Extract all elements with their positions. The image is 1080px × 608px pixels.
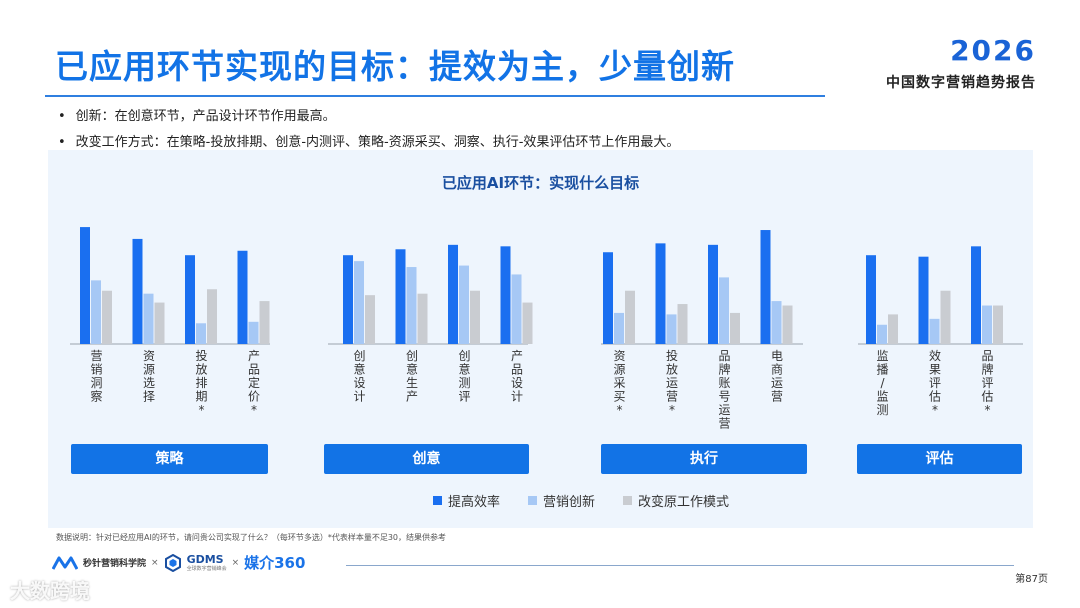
- report-brand: 2026 中国数字营销趋势报告: [886, 36, 1036, 92]
- org-media360: 媒介360: [244, 554, 306, 572]
- data-note: 数据说明：针对已经应用AI的环节，请问贵公司实现了什么？（每环节多选）*代表样本…: [56, 533, 447, 542]
- bullet-item: 创新：在创意环节，产品设计环节作用最高。: [58, 104, 679, 130]
- bar-2: [940, 290, 951, 344]
- partner-logos: 秒针营销科学院 × GDMS 全球数字营销峰会 × 媒介360: [52, 552, 305, 573]
- gdms-block: GDMS 全球数字营销峰会: [187, 554, 227, 572]
- bar-0: [132, 238, 143, 344]
- brand-year: 2026: [950, 34, 1036, 67]
- bar-2: [417, 293, 428, 344]
- category-label: 产品定价*: [248, 349, 260, 417]
- bar-1: [929, 318, 940, 344]
- bar-1: [248, 321, 259, 344]
- bar-1: [666, 314, 677, 344]
- page-number: 第87页: [1015, 574, 1048, 585]
- bar-1: [719, 277, 729, 344]
- bar-1: [196, 323, 206, 344]
- bar-0: [395, 249, 406, 344]
- bar-0: [918, 256, 929, 344]
- bullet-item: 改变工作方式：在策略-投放排期、创意-内测评、策略-资源采买、洞察、执行-效果评…: [58, 130, 680, 156]
- category-label: 资源采买*: [613, 349, 625, 417]
- legend-label: 改变原工作模式: [638, 495, 730, 510]
- bar-1: [982, 305, 992, 344]
- chart-title: 已应用AI环节：实现什么目标: [441, 174, 640, 192]
- bar-0: [500, 246, 511, 344]
- bar-0: [708, 244, 718, 344]
- bar-2: [625, 290, 635, 344]
- bar-2: [207, 289, 217, 344]
- group-label-creative: 创意: [324, 444, 529, 474]
- category-label: 产品设计: [511, 349, 523, 404]
- legend-label: 提高效率: [448, 495, 501, 510]
- org-gdms: GDMS: [186, 552, 224, 566]
- bar-2: [782, 305, 793, 344]
- bar-2: [470, 290, 480, 344]
- legend-swatch: [528, 496, 538, 505]
- gdms-logo-icon: [164, 553, 181, 572]
- bullet-list: 创新：在创意环节，产品设计环节作用最高。 改变工作方式：在策略-投放排期、创意-…: [58, 104, 680, 156]
- bar-2: [102, 290, 112, 344]
- bar-0: [237, 250, 248, 344]
- bar-0: [343, 255, 353, 344]
- page-title: 已应用环节实现的目标：提效为主，少量创新: [55, 47, 735, 86]
- group-label-strategy: 策略: [71, 444, 268, 474]
- times-sign: ×: [231, 557, 240, 568]
- legend-item: 提高效率: [433, 491, 500, 510]
- bar-0: [603, 252, 613, 344]
- org-miaozhen: 秒针营销科学院: [83, 559, 147, 569]
- group-label-evaluation: 评估: [857, 444, 1022, 474]
- footer-divider: [346, 565, 1014, 566]
- bar-1: [511, 274, 522, 344]
- bar-2: [993, 305, 1003, 344]
- brand-report-name: 中国数字营销趋势报告: [886, 75, 1036, 91]
- category-label: 品牌评估*: [981, 349, 993, 417]
- category-label: 营销洞察: [90, 349, 102, 404]
- bar-1: [91, 280, 101, 344]
- bar-1: [459, 265, 469, 344]
- category-label: 创意设计: [353, 349, 365, 404]
- bar-0: [185, 255, 195, 344]
- times-sign: ×: [151, 557, 159, 568]
- bar-1: [771, 301, 782, 344]
- group-label-execution: 执行: [601, 444, 807, 474]
- category-label: 创意测评: [458, 349, 470, 404]
- category-label: 投放运营*: [666, 348, 678, 417]
- category-label: 创意生产: [406, 349, 418, 404]
- bar-0: [655, 243, 666, 344]
- bar-0: [971, 246, 981, 344]
- chart-panel: 已应用AI环节：实现什么目标 营销洞察 资源选择 投放排期* 产品定价* 创意设计 创意生…: [48, 150, 1033, 528]
- bar-2: [365, 295, 375, 344]
- title-divider: [45, 95, 825, 97]
- category-label: 电商运营: [771, 349, 783, 404]
- category-label: 资源选择: [143, 349, 155, 404]
- legend-label: 营销创新: [543, 495, 596, 510]
- bar-0: [760, 230, 771, 344]
- bar-2: [677, 304, 688, 344]
- legend-swatch: [433, 496, 442, 505]
- miaozhen-logo-icon: [52, 556, 78, 570]
- watermark-text: 大数跨境: [10, 579, 90, 603]
- legend-item: 营销创新: [528, 491, 595, 510]
- chart-legend: 提高效率 营销创新 改变原工作模式: [433, 491, 729, 510]
- bar-2: [522, 302, 533, 344]
- bar-1: [877, 324, 887, 344]
- category-label: 监播/监测: [876, 349, 888, 417]
- legend-item: 改变原工作模式: [623, 491, 729, 510]
- category-label: 效果评估*: [929, 348, 941, 417]
- bar-2: [154, 302, 165, 344]
- category-label: 品牌账号运营: [718, 349, 730, 431]
- bar-2: [259, 301, 270, 344]
- bar-1: [143, 293, 154, 344]
- bar-2: [730, 312, 740, 344]
- bar-1: [406, 267, 417, 344]
- bar-1: [354, 261, 364, 344]
- bar-0: [866, 255, 876, 344]
- bar-0: [448, 244, 458, 344]
- bar-1: [614, 312, 624, 344]
- bar-2: [888, 314, 898, 344]
- bar-chart: 营销洞察 资源选择 投放排期* 产品定价* 创意设计 创意生产 创意测评 产品设计 资源采买* 投…: [70, 227, 1023, 431]
- legend-swatch: [623, 496, 633, 505]
- org-gdms-sub: 全球数字营销峰会: [186, 565, 227, 572]
- category-label: 投放排期*: [195, 348, 207, 417]
- bar-0: [80, 227, 90, 344]
